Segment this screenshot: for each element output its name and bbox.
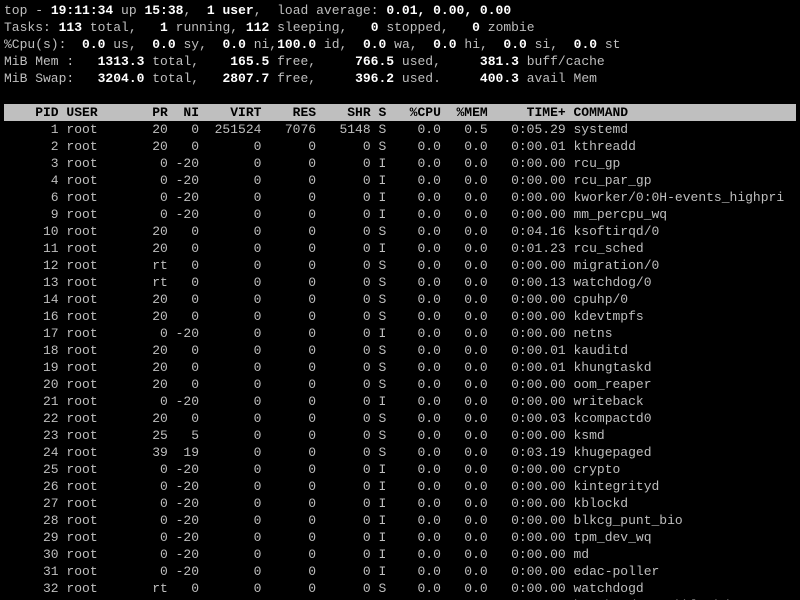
blank-line [4, 87, 796, 104]
process-row[interactable]: 14 root 20 0 0 0 0 S 0.0 0.0 0:00.00 cpu… [4, 291, 796, 308]
process-row[interactable]: 32 root rt 0 0 0 0 S 0.0 0.0 0:00.00 wat… [4, 580, 796, 597]
process-row[interactable]: 20 root 20 0 0 0 0 S 0.0 0.0 0:00.00 oom… [4, 376, 796, 393]
process-row[interactable]: 26 root 0 -20 0 0 0 I 0.0 0.0 0:00.00 ki… [4, 478, 796, 495]
summary-line-tasks: Tasks: 113 total, 1 running, 112 sleepin… [4, 19, 796, 36]
process-row[interactable]: 22 root 20 0 0 0 0 S 0.0 0.0 0:00.03 kco… [4, 410, 796, 427]
process-row[interactable]: 16 root 20 0 0 0 0 S 0.0 0.0 0:00.00 kde… [4, 308, 796, 325]
process-row[interactable]: 12 root rt 0 0 0 0 S 0.0 0.0 0:00.00 mig… [4, 257, 796, 274]
summary-line-mem: MiB Mem : 1313.3 total, 165.5 free, 766.… [4, 53, 796, 70]
process-row[interactable]: 17 root 0 -20 0 0 0 I 0.0 0.0 0:00.00 ne… [4, 325, 796, 342]
process-row[interactable]: 11 root 20 0 0 0 0 I 0.0 0.0 0:01.23 rcu… [4, 240, 796, 257]
process-row[interactable]: 19 root 20 0 0 0 0 S 0.0 0.0 0:00.01 khu… [4, 359, 796, 376]
process-row[interactable]: 23 root 25 5 0 0 0 S 0.0 0.0 0:00.00 ksm… [4, 427, 796, 444]
process-row[interactable]: 28 root 0 -20 0 0 0 I 0.0 0.0 0:00.00 bl… [4, 512, 796, 529]
process-row[interactable]: 29 root 0 -20 0 0 0 I 0.0 0.0 0:00.00 tp… [4, 529, 796, 546]
process-row[interactable]: 27 root 0 -20 0 0 0 I 0.0 0.0 0:00.00 kb… [4, 495, 796, 512]
process-row[interactable]: 1 root 20 0 251524 7076 5148 S 0.0 0.5 0… [4, 121, 796, 138]
process-row[interactable]: 31 root 0 -20 0 0 0 I 0.0 0.0 0:00.00 ed… [4, 563, 796, 580]
terminal[interactable]: top - 19:11:34 up 15:38, 1 user, load av… [0, 0, 800, 600]
process-row[interactable]: 10 root 20 0 0 0 0 S 0.0 0.0 0:04.16 kso… [4, 223, 796, 240]
process-row[interactable]: 3 root 0 -20 0 0 0 I 0.0 0.0 0:00.00 rcu… [4, 155, 796, 172]
summary-line-cpu: %Cpu(s): 0.0 us, 0.0 sy, 0.0 ni,100.0 id… [4, 36, 796, 53]
process-row[interactable]: 6 root 0 -20 0 0 0 I 0.0 0.0 0:00.00 kwo… [4, 189, 796, 206]
process-row[interactable]: 9 root 0 -20 0 0 0 I 0.0 0.0 0:00.00 mm_… [4, 206, 796, 223]
process-row[interactable]: 4 root 0 -20 0 0 0 I 0.0 0.0 0:00.00 rcu… [4, 172, 796, 189]
process-row[interactable]: 30 root 0 -20 0 0 0 I 0.0 0.0 0:00.00 md [4, 546, 796, 563]
summary-line-1: top - 19:11:34 up 15:38, 1 user, load av… [4, 2, 796, 19]
process-list: 1 root 20 0 251524 7076 5148 S 0.0 0.5 0… [4, 121, 796, 600]
summary-line-swap: MiB Swap: 3204.0 total, 2807.7 free, 396… [4, 70, 796, 87]
process-row[interactable]: 13 root rt 0 0 0 0 S 0.0 0.0 0:00.13 wat… [4, 274, 796, 291]
process-row[interactable]: 21 root 0 -20 0 0 0 I 0.0 0.0 0:00.00 wr… [4, 393, 796, 410]
process-row[interactable]: 18 root 20 0 0 0 0 S 0.0 0.0 0:00.01 kau… [4, 342, 796, 359]
process-row[interactable]: 24 root 39 19 0 0 0 S 0.0 0.0 0:03.19 kh… [4, 444, 796, 461]
process-row[interactable]: 2 root 20 0 0 0 0 S 0.0 0.0 0:00.01 kthr… [4, 138, 796, 155]
process-row[interactable]: 25 root 0 -20 0 0 0 I 0.0 0.0 0:00.00 cr… [4, 461, 796, 478]
column-headers[interactable]: PID USER PR NI VIRT RES SHR S %CPU %MEM … [4, 104, 796, 121]
